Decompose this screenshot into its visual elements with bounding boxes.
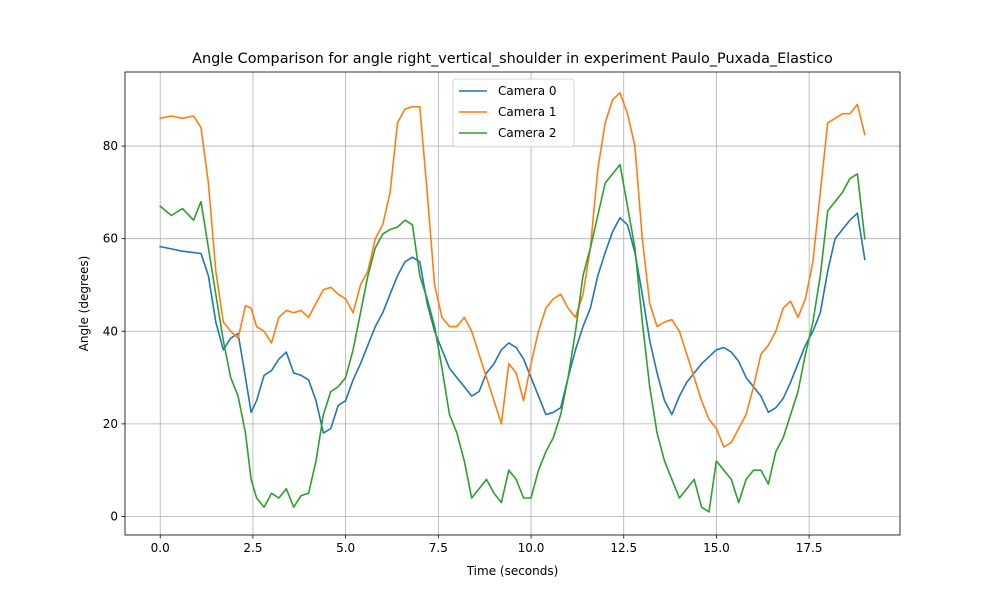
- y-tick-label: 60: [103, 232, 118, 246]
- x-axis-ticks: 0.0 2.5 5.0 7.5 10.0 12.5 15.0 17.5: [151, 535, 823, 555]
- y-tick-label: 0: [110, 509, 118, 523]
- plot-area: [125, 72, 900, 535]
- x-tick-label: 0.0: [151, 541, 170, 555]
- x-tick-label: 17.5: [796, 541, 823, 555]
- x-tick-label: 5.0: [336, 541, 355, 555]
- x-tick-label: 2.5: [243, 541, 262, 555]
- grid-lines: [125, 72, 900, 535]
- y-tick-label: 20: [103, 417, 118, 431]
- series-lines: [159, 92, 866, 513]
- x-tick-label: 15.0: [703, 541, 730, 555]
- x-axis-label: Time (seconds): [466, 564, 559, 578]
- y-tick-label: 40: [103, 324, 118, 338]
- series-line-camera-0: [159, 212, 866, 434]
- legend: Camera 0 Camera 1 Camera 2: [452, 78, 575, 148]
- x-tick-label: 7.5: [429, 541, 448, 555]
- y-axis-ticks: 0 20 40 60 80: [103, 139, 125, 523]
- x-tick-label: 12.5: [610, 541, 637, 555]
- y-axis-label: Angle (degrees): [77, 256, 91, 352]
- legend-box: [452, 78, 575, 148]
- legend-label: Camera 1: [498, 105, 557, 119]
- plot-frame: [124, 71, 901, 536]
- y-tick-label: 80: [103, 139, 118, 153]
- x-tick-label: 10.0: [518, 541, 545, 555]
- legend-label: Camera 2: [498, 126, 557, 140]
- legend-label: Camera 0: [498, 84, 557, 98]
- chart-title: Angle Comparison for angle right_vertica…: [192, 51, 833, 67]
- series-line-camera-2: [159, 163, 866, 513]
- series-line-camera-1: [159, 92, 866, 448]
